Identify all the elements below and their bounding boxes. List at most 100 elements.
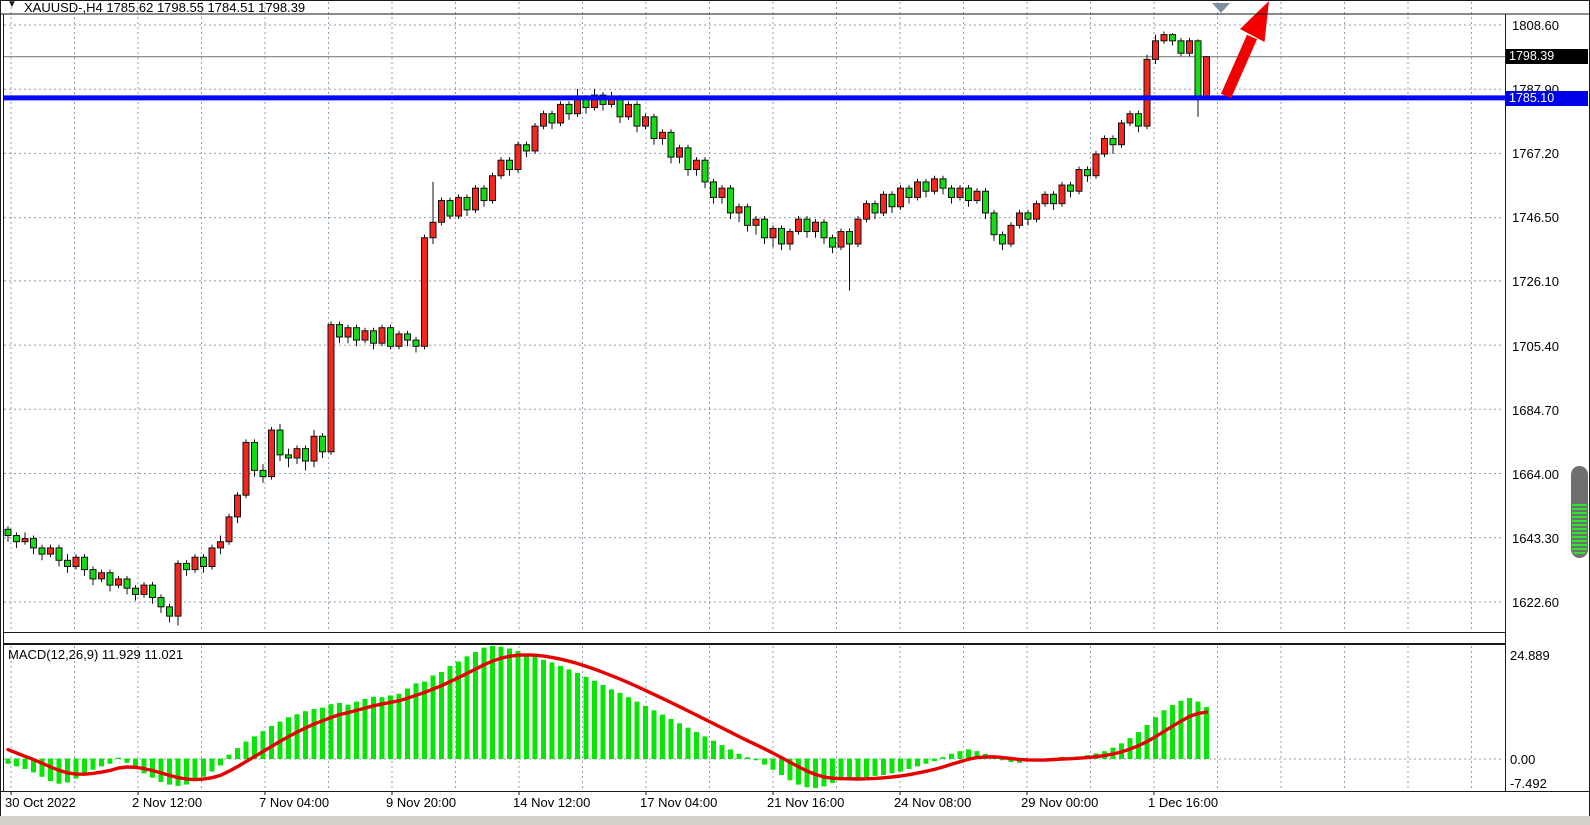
candle [234, 492, 241, 524]
candle [778, 225, 785, 251]
candle [276, 423, 284, 462]
candle [1101, 135, 1108, 158]
candle [64, 554, 71, 573]
candle [888, 191, 896, 213]
window-bottom-edge [0, 816, 1590, 825]
candles-layer [4, 31, 1210, 626]
candle [446, 197, 454, 220]
macd-tick-label: 0.00 [1510, 752, 1536, 767]
candle [327, 321, 335, 455]
price-tick-label: 1684.70 [1512, 402, 1559, 418]
candle [395, 330, 403, 350]
macd-tick-label: 24.889 [1510, 648, 1550, 663]
candle [166, 603, 173, 623]
candle [72, 554, 80, 570]
candle [336, 321, 343, 344]
candle [387, 324, 394, 350]
time-tick-label: 7 Nov 04:00 [259, 795, 330, 810]
candle [1203, 56, 1210, 100]
candle [1033, 200, 1040, 223]
candle [506, 157, 513, 176]
candle [251, 439, 258, 477]
candle [1143, 54, 1151, 130]
chart-title: XAUUSD-,H4 1785.62 1798.55 1784.51 1798.… [24, 0, 306, 15]
candle [795, 216, 802, 235]
hline-price-badge: 1785.10 [1506, 91, 1588, 106]
candle [812, 219, 819, 238]
candle [854, 216, 862, 248]
candle [820, 219, 828, 244]
candle [727, 185, 734, 220]
candle [752, 216, 760, 235]
candle [676, 144, 683, 164]
candle [531, 123, 539, 155]
candle [693, 157, 700, 176]
candle [1007, 222, 1015, 248]
indicator-label: MACD(12,26,9) 11.929 11.021 [8, 647, 184, 662]
candle [429, 181, 437, 244]
candle [472, 185, 479, 213]
price-tick-label: 1622.60 [1512, 595, 1559, 611]
candle [302, 445, 309, 471]
trend-arrow[interactable] [1220, 1, 1269, 99]
candle [999, 231, 1006, 251]
candle [684, 144, 692, 176]
candle [1118, 119, 1125, 148]
candle [140, 582, 148, 598]
candle [744, 203, 751, 232]
candle [1135, 110, 1142, 133]
candle [956, 185, 964, 201]
candle [786, 228, 794, 251]
time-tick-label: 17 Nov 04:00 [640, 795, 718, 810]
candle [217, 535, 224, 555]
candle [514, 141, 522, 173]
candle [973, 188, 981, 204]
candle [497, 157, 505, 179]
candle [574, 88, 581, 117]
candle [846, 228, 853, 291]
candle [523, 141, 530, 158]
candle [548, 110, 556, 130]
candle [378, 324, 386, 347]
candle [1041, 191, 1049, 207]
candle [310, 430, 318, 468]
candle [200, 554, 207, 573]
candle [650, 113, 658, 145]
candle [965, 185, 972, 207]
candle [948, 185, 955, 204]
price-tick-label: 1808.60 [1512, 17, 1559, 33]
candle [370, 327, 377, 350]
candle [633, 101, 641, 133]
candle [98, 569, 105, 583]
symbol-marker-icon: ▼ [7, 0, 17, 10]
candle [89, 566, 97, 586]
candle [1194, 39, 1202, 117]
candle [480, 185, 488, 207]
candle [931, 175, 938, 195]
candle [319, 433, 326, 458]
macd-tick-label: -7.492 [1510, 776, 1547, 791]
candle [225, 513, 233, 545]
candle [463, 194, 471, 217]
scrollbar-thumb[interactable] [1571, 466, 1588, 558]
candle [735, 203, 743, 223]
price-tick-label: 1767.20 [1512, 145, 1559, 161]
time-tick-label: 2 Nov 12:00 [132, 795, 203, 810]
candle [438, 197, 445, 226]
candle [13, 532, 20, 548]
candle [718, 185, 726, 204]
down-triangle-marker[interactable] [1212, 3, 1230, 13]
candle [30, 535, 37, 555]
candle [659, 129, 666, 145]
candle [905, 185, 913, 204]
candle [106, 569, 114, 592]
candle [353, 324, 360, 347]
candle [939, 175, 947, 195]
candle [1186, 37, 1193, 57]
candle [837, 228, 845, 251]
candle [1050, 191, 1057, 210]
candle [1092, 150, 1100, 179]
candle [871, 200, 879, 220]
candle [123, 575, 131, 595]
